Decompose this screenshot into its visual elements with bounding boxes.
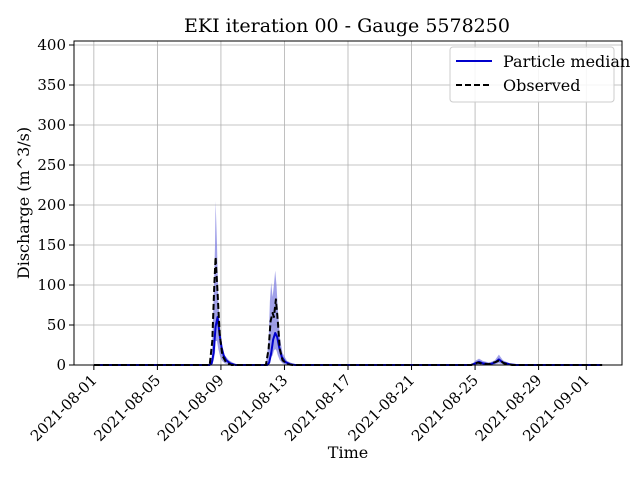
y-tick-label: 250	[37, 156, 66, 174]
legend-median-label: Particle median	[503, 52, 630, 71]
series-layer	[93, 256, 603, 366]
y-tick-label: 100	[37, 276, 66, 294]
y-tick-label: 150	[37, 236, 66, 254]
y-tick-label: 200	[37, 196, 66, 214]
y-tick-label: 0	[56, 356, 66, 374]
x-axis-label: Time	[328, 443, 368, 462]
legend-observed-label: Observed	[503, 76, 580, 95]
y-axis-label: Discharge (m^3/s)	[14, 127, 33, 279]
legend: Particle median Observed	[449, 46, 630, 103]
chart-title: EKI iteration 00 - Gauge 5578250	[184, 15, 510, 37]
y-tick-label: 400	[37, 36, 66, 54]
y-tick-label: 300	[37, 116, 66, 134]
observed-line	[93, 256, 603, 366]
y-tick-label: 350	[37, 76, 66, 94]
y-tick-label: 50	[47, 316, 66, 334]
